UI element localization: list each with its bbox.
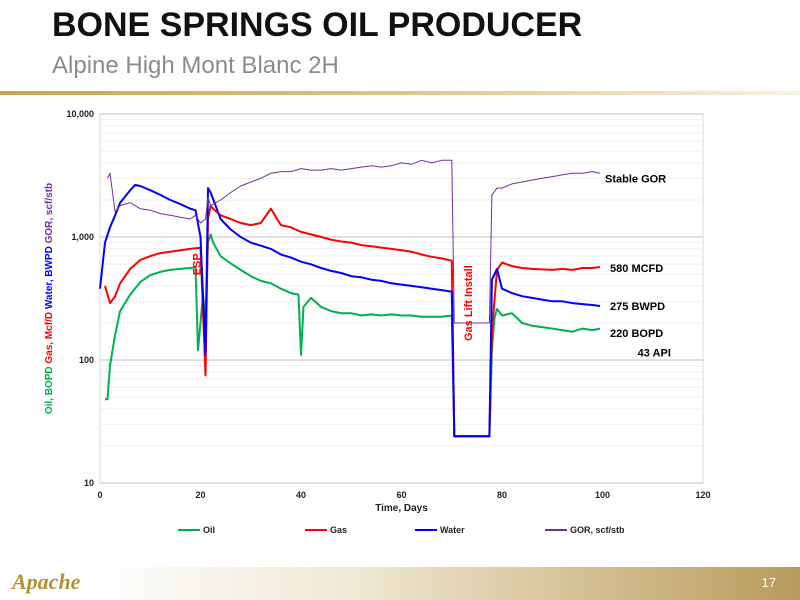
slide-title: BONE SPRINGS OIL PRODUCER xyxy=(52,6,583,44)
footer-bar xyxy=(0,567,800,600)
x-tick-label: 120 xyxy=(695,490,710,500)
chart-annotation: ESP xyxy=(192,253,204,275)
apache-logo: Apache xyxy=(12,569,81,594)
x-tick-label: 60 xyxy=(396,490,406,500)
series-line-oil xyxy=(105,233,601,438)
x-tick-label: 20 xyxy=(195,490,205,500)
y-tick-label: 10 xyxy=(84,478,94,488)
x-tick-label: 40 xyxy=(296,490,306,500)
footer: Apache 17 xyxy=(0,567,800,600)
plot-area xyxy=(99,113,704,484)
y-axis-label: Oil, BOPD Gas, Mcf/D Water, BWPD GOR, sc… xyxy=(44,183,55,414)
legend-label: GOR, scf/stb xyxy=(570,525,625,535)
series-line-gor xyxy=(107,159,601,324)
series-line-water xyxy=(99,183,601,438)
y-tick-label: 10,000 xyxy=(66,109,94,119)
chart-annotation: Gas Lift Install xyxy=(463,265,475,341)
page-number: 17 xyxy=(761,575,776,590)
x-tick-label: 0 xyxy=(97,490,102,500)
slide-subtitle: Alpine High Mont Blanc 2H xyxy=(52,52,339,79)
series-line-gas xyxy=(104,204,601,438)
x-axis-label: Time, Days xyxy=(375,503,428,514)
y-tick-label: 100 xyxy=(79,355,94,365)
chart-annotation: 220 BOPD xyxy=(610,328,663,340)
y-axis-label-part: Water, BWPD xyxy=(44,243,55,309)
legend-label: Water xyxy=(440,525,465,535)
y-axis-label-part: GOR, scf/stb xyxy=(44,183,55,244)
production-chart: 10 100 1,000 10,000 0 20 40 60 80 100 120 Time, Day… xyxy=(44,109,711,535)
title-divider xyxy=(0,91,800,95)
x-tick-label: 80 xyxy=(497,490,507,500)
y-axis-label-part: Gas, Mcf/D xyxy=(44,309,55,363)
legend-label: Gas xyxy=(330,525,347,535)
chart-annotation: 580 MCFD xyxy=(610,263,663,275)
chart-annotation: 43 API xyxy=(638,348,671,360)
x-tick-label: 100 xyxy=(595,490,610,500)
y-tick-label: 1,000 xyxy=(71,232,94,242)
chart-annotation: 275 BWPD xyxy=(610,301,665,313)
y-axis-label-part: Oil, BOPD xyxy=(44,364,55,415)
legend-label: Oil xyxy=(203,525,215,535)
chart-annotation: Stable GOR xyxy=(605,173,666,185)
